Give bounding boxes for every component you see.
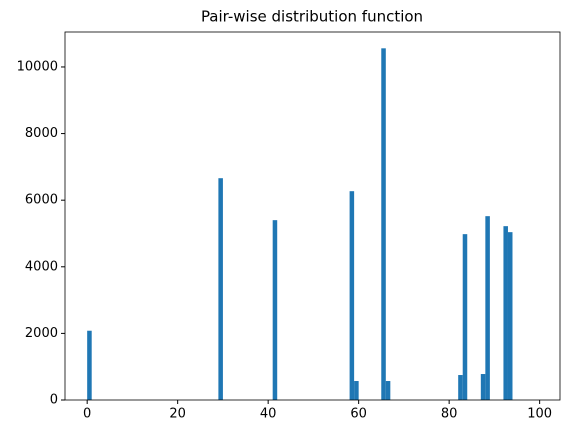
x-tick-label: 100 [527, 407, 552, 422]
chart-title: Pair-wise distribution function [201, 8, 423, 26]
x-tick-label: 20 [169, 407, 186, 422]
plot-frame [64, 31, 561, 401]
bar [462, 234, 468, 400]
y-tick-label: 10000 [17, 59, 58, 74]
y-tick-label: 8000 [25, 126, 58, 141]
bar [87, 330, 92, 400]
bar [385, 381, 391, 400]
bar [272, 220, 278, 400]
x-tick-label: 60 [350, 407, 367, 422]
y-tick-label: 6000 [25, 193, 58, 208]
bar [218, 178, 223, 400]
bar [354, 381, 359, 400]
x-tick-label: 0 [83, 407, 91, 422]
bar [480, 374, 486, 400]
y-tick-label: 4000 [25, 259, 58, 274]
bar [349, 191, 355, 400]
x-tick-label: 40 [260, 407, 277, 422]
y-tick-label: 0 [50, 393, 58, 408]
bar [485, 216, 490, 400]
bar [458, 375, 463, 400]
y-tick-label: 2000 [25, 326, 58, 341]
bar [507, 232, 513, 400]
bar [381, 48, 386, 401]
bar [503, 226, 508, 400]
x-tick-label: 80 [441, 407, 458, 422]
